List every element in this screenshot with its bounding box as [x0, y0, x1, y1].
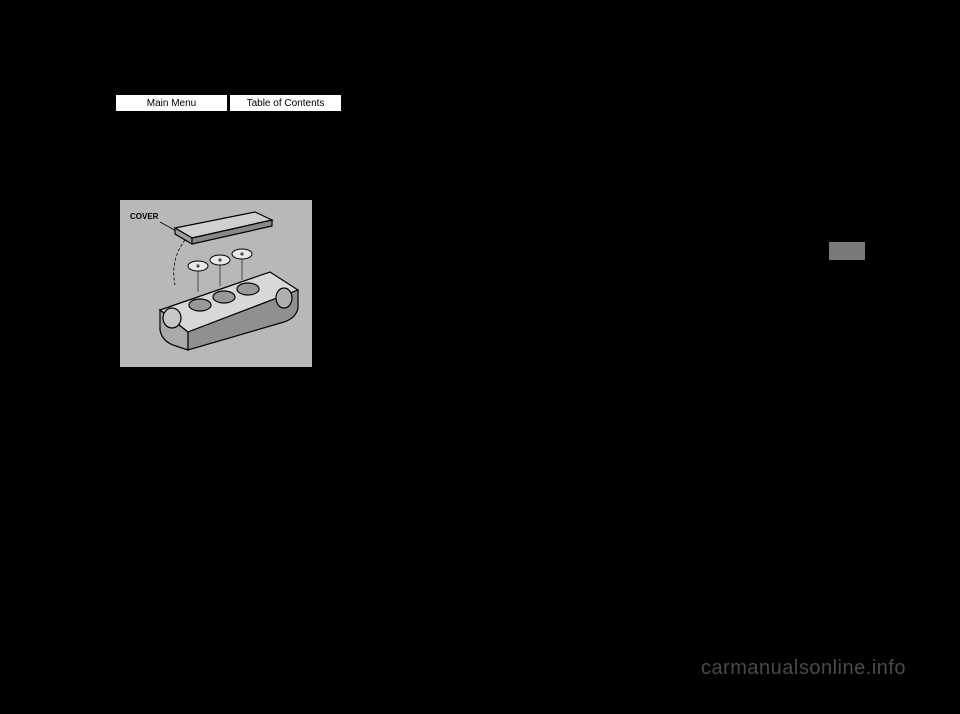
main-menu-button[interactable]: Main Menu — [115, 94, 228, 112]
cover-figure: COVER — [120, 200, 312, 367]
remote-cover-illustration — [120, 200, 312, 367]
nav-buttons-container: Main Menu Table of Contents — [115, 94, 342, 112]
watermark-text: carmanualsonline.info — [701, 657, 906, 680]
toc-button[interactable]: Table of Contents — [229, 94, 342, 112]
page-tab — [829, 242, 865, 260]
